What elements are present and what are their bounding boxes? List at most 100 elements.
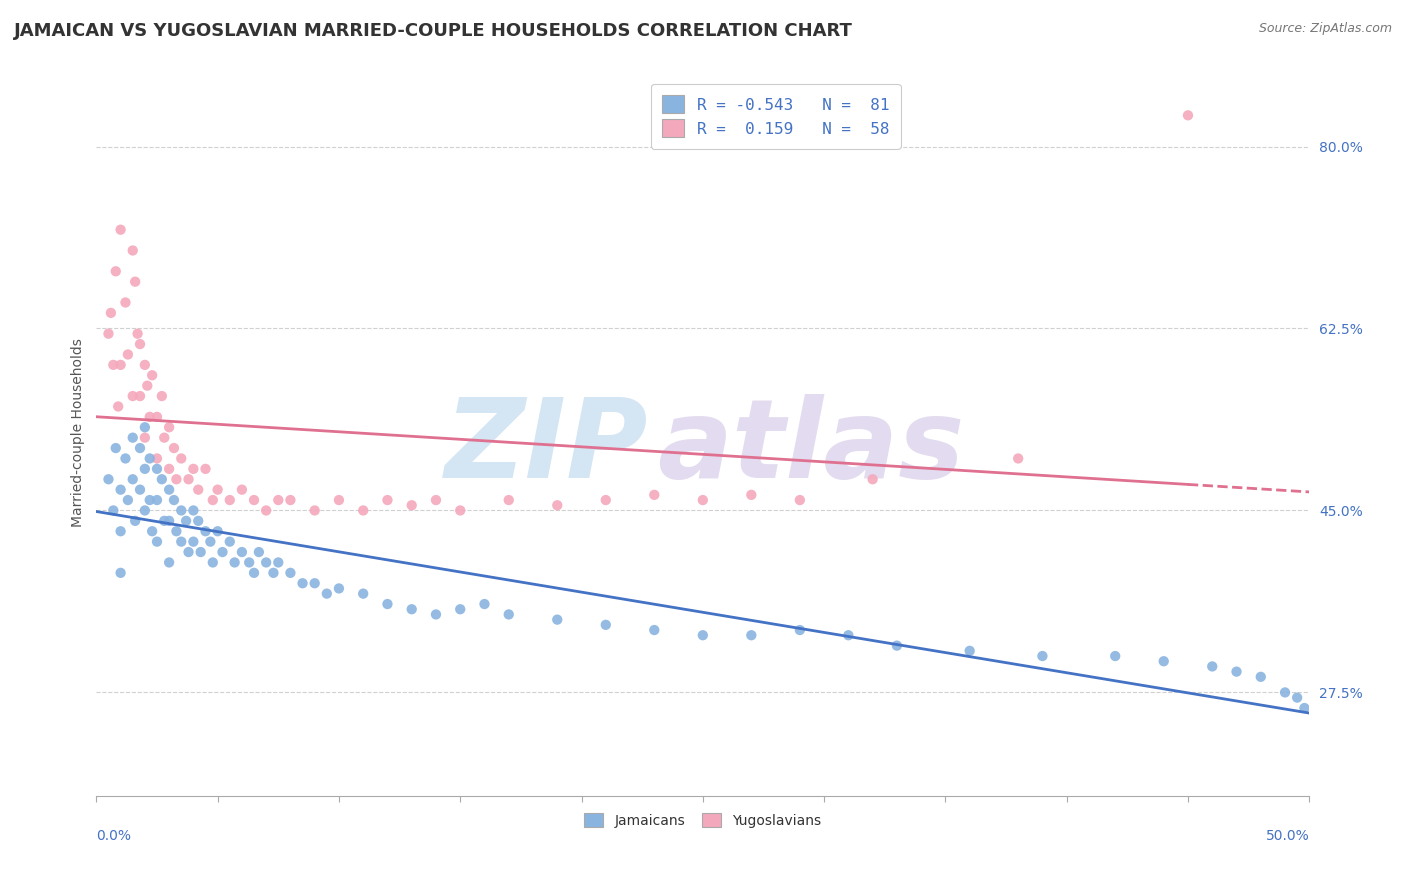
Point <box>127 326 149 341</box>
Point <box>97 326 120 341</box>
Point <box>201 493 224 508</box>
Point <box>103 358 125 372</box>
Point <box>789 623 811 637</box>
Point <box>146 451 169 466</box>
Point <box>174 514 197 528</box>
Point <box>124 275 146 289</box>
Point <box>157 420 180 434</box>
Point <box>110 223 132 237</box>
Point <box>304 503 326 517</box>
Point <box>114 295 136 310</box>
Point <box>103 503 125 517</box>
Point <box>352 503 374 517</box>
Point <box>1225 665 1247 679</box>
Point <box>1177 108 1199 122</box>
Point <box>190 545 212 559</box>
Y-axis label: Married-couple Households: Married-couple Households <box>72 338 86 527</box>
Point <box>134 431 156 445</box>
Point <box>194 462 217 476</box>
Point <box>153 514 176 528</box>
Point <box>692 493 714 508</box>
Point <box>146 493 169 508</box>
Point <box>218 493 240 508</box>
Point <box>207 483 229 497</box>
Point <box>141 524 163 539</box>
Point <box>134 462 156 476</box>
Point <box>104 441 127 455</box>
Point <box>280 566 302 580</box>
Point <box>177 545 200 559</box>
Point <box>328 582 350 596</box>
Point <box>243 566 266 580</box>
Point <box>187 514 209 528</box>
Point <box>1031 648 1053 663</box>
Point <box>146 409 169 424</box>
Point <box>104 264 127 278</box>
Point <box>129 337 152 351</box>
Point <box>183 534 205 549</box>
Point <box>187 483 209 497</box>
Point <box>170 503 193 517</box>
Point <box>134 358 156 372</box>
Point <box>1294 701 1316 715</box>
Point <box>546 613 568 627</box>
Point <box>138 409 160 424</box>
Point <box>138 493 160 508</box>
Point <box>425 493 447 508</box>
Point <box>262 566 284 580</box>
Text: 0.0%: 0.0% <box>97 830 131 843</box>
Point <box>183 462 205 476</box>
Text: ZIP: ZIP <box>444 393 648 500</box>
Point <box>740 488 762 502</box>
Point <box>157 514 180 528</box>
Text: 50.0%: 50.0% <box>1265 830 1309 843</box>
Point <box>117 493 139 508</box>
Point <box>1286 690 1309 705</box>
Point <box>243 493 266 508</box>
Point <box>254 556 277 570</box>
Point <box>97 472 120 486</box>
Point <box>231 545 253 559</box>
Point <box>595 493 617 508</box>
Point <box>110 566 132 580</box>
Point <box>498 607 520 622</box>
Point <box>129 441 152 455</box>
Point <box>1274 685 1296 699</box>
Point <box>129 483 152 497</box>
Point <box>218 534 240 549</box>
Point <box>280 493 302 508</box>
Point <box>401 602 423 616</box>
Point <box>110 358 132 372</box>
Point <box>134 503 156 517</box>
Point <box>267 556 290 570</box>
Point <box>138 451 160 466</box>
Point <box>110 483 132 497</box>
Point <box>377 597 399 611</box>
Point <box>595 617 617 632</box>
Legend: Jamaicans, Yugoslavians: Jamaicans, Yugoslavians <box>578 807 827 833</box>
Point <box>211 545 233 559</box>
Point <box>267 493 290 508</box>
Point <box>177 472 200 486</box>
Point <box>254 503 277 517</box>
Point <box>117 347 139 361</box>
Point <box>474 597 496 611</box>
Point <box>129 389 152 403</box>
Point <box>183 503 205 517</box>
Point <box>449 602 471 616</box>
Point <box>146 462 169 476</box>
Point <box>862 472 884 486</box>
Point <box>100 306 122 320</box>
Point <box>546 498 568 512</box>
Point <box>121 389 143 403</box>
Point <box>121 472 143 486</box>
Point <box>163 493 186 508</box>
Point <box>157 556 180 570</box>
Point <box>1250 670 1272 684</box>
Point <box>157 462 180 476</box>
Point <box>328 493 350 508</box>
Point <box>150 472 173 486</box>
Point <box>740 628 762 642</box>
Point <box>141 368 163 383</box>
Point <box>121 244 143 258</box>
